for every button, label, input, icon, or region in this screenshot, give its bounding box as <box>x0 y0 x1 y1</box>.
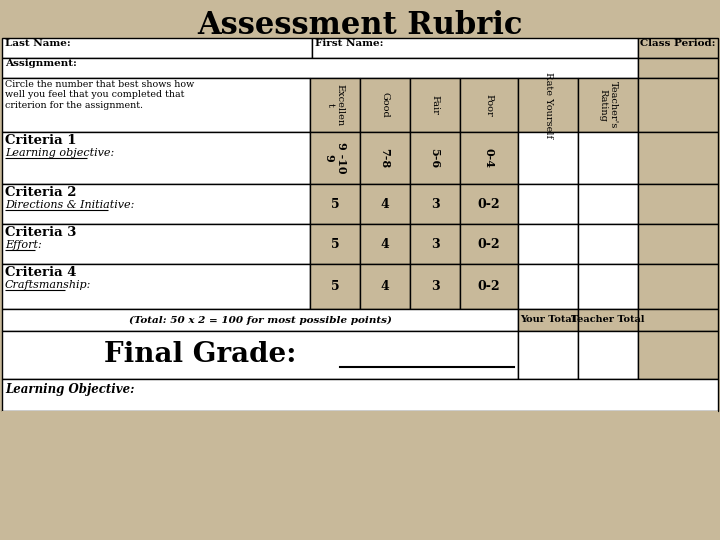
Text: Final Grade:: Final Grade: <box>104 341 296 368</box>
FancyBboxPatch shape <box>638 224 718 264</box>
FancyBboxPatch shape <box>578 224 638 264</box>
Text: Criteria 3: Criteria 3 <box>5 226 76 239</box>
FancyBboxPatch shape <box>410 132 460 184</box>
Text: Learning Objective:: Learning Objective: <box>5 383 135 396</box>
Text: 0-4: 0-4 <box>484 148 495 168</box>
Text: Fair: Fair <box>431 95 439 115</box>
FancyBboxPatch shape <box>2 379 718 411</box>
FancyBboxPatch shape <box>578 264 638 309</box>
Text: Teacher's
Rating: Teacher's Rating <box>598 82 618 129</box>
FancyBboxPatch shape <box>410 224 460 264</box>
FancyBboxPatch shape <box>2 184 310 224</box>
Text: 0-2: 0-2 <box>477 238 500 251</box>
FancyBboxPatch shape <box>578 309 638 331</box>
FancyBboxPatch shape <box>578 331 638 379</box>
FancyBboxPatch shape <box>518 184 578 224</box>
FancyBboxPatch shape <box>360 78 410 132</box>
FancyBboxPatch shape <box>578 184 638 224</box>
FancyBboxPatch shape <box>638 184 718 224</box>
Text: 5: 5 <box>330 238 339 251</box>
Text: Teacher Total: Teacher Total <box>571 315 644 325</box>
FancyBboxPatch shape <box>460 264 518 309</box>
FancyBboxPatch shape <box>460 78 518 132</box>
Text: 3: 3 <box>431 238 439 251</box>
FancyBboxPatch shape <box>518 264 578 309</box>
FancyBboxPatch shape <box>2 224 310 264</box>
FancyBboxPatch shape <box>310 224 360 264</box>
FancyBboxPatch shape <box>518 132 578 184</box>
Text: Assignment:: Assignment: <box>5 59 77 68</box>
Text: 3: 3 <box>431 280 439 293</box>
Text: Assessment Rubric: Assessment Rubric <box>197 10 523 41</box>
FancyBboxPatch shape <box>518 309 578 331</box>
FancyBboxPatch shape <box>310 132 360 184</box>
Text: Craftsmanship:: Craftsmanship: <box>5 280 91 290</box>
FancyBboxPatch shape <box>638 78 718 132</box>
Text: Last Name:: Last Name: <box>5 39 71 48</box>
FancyBboxPatch shape <box>360 224 410 264</box>
FancyBboxPatch shape <box>638 309 718 331</box>
Text: Good: Good <box>380 92 390 118</box>
FancyBboxPatch shape <box>2 264 310 309</box>
FancyBboxPatch shape <box>410 184 460 224</box>
Text: Criteria 2: Criteria 2 <box>5 186 76 199</box>
Text: 5: 5 <box>330 280 339 293</box>
FancyBboxPatch shape <box>518 331 578 379</box>
Text: 0-2: 0-2 <box>477 280 500 293</box>
FancyBboxPatch shape <box>638 38 718 58</box>
FancyBboxPatch shape <box>312 38 638 58</box>
Text: 0-2: 0-2 <box>477 198 500 211</box>
FancyBboxPatch shape <box>638 58 718 78</box>
FancyBboxPatch shape <box>2 38 312 58</box>
Text: 4: 4 <box>381 280 390 293</box>
Text: 4: 4 <box>381 238 390 251</box>
FancyBboxPatch shape <box>310 184 360 224</box>
Text: 9 -10
9: 9 -10 9 <box>323 142 347 174</box>
Text: Directions & Initiative:: Directions & Initiative: <box>5 200 135 210</box>
FancyBboxPatch shape <box>360 264 410 309</box>
FancyBboxPatch shape <box>310 78 360 132</box>
FancyBboxPatch shape <box>360 184 410 224</box>
Text: Learning objective:: Learning objective: <box>5 148 114 158</box>
Text: Criteria 4: Criteria 4 <box>5 266 76 279</box>
FancyBboxPatch shape <box>2 411 718 538</box>
FancyBboxPatch shape <box>518 78 578 132</box>
Text: (Total: 50 x 2 = 100 for most possible points): (Total: 50 x 2 = 100 for most possible p… <box>129 315 392 325</box>
FancyBboxPatch shape <box>2 78 310 132</box>
FancyBboxPatch shape <box>578 132 638 184</box>
FancyBboxPatch shape <box>2 58 638 78</box>
FancyBboxPatch shape <box>518 224 578 264</box>
FancyBboxPatch shape <box>638 331 718 379</box>
Text: Excellen
t: Excellen t <box>325 84 345 126</box>
FancyBboxPatch shape <box>360 132 410 184</box>
FancyBboxPatch shape <box>578 78 638 132</box>
FancyBboxPatch shape <box>410 264 460 309</box>
Text: Your Total: Your Total <box>521 315 576 325</box>
FancyBboxPatch shape <box>410 78 460 132</box>
Text: Rate Yourself: Rate Yourself <box>544 72 552 138</box>
Text: 7-8: 7-8 <box>379 148 390 168</box>
Text: Poor: Poor <box>485 93 493 117</box>
Text: 5-6: 5-6 <box>430 148 441 168</box>
Text: Criteria 1: Criteria 1 <box>5 134 76 147</box>
FancyBboxPatch shape <box>2 309 518 331</box>
FancyBboxPatch shape <box>460 132 518 184</box>
FancyBboxPatch shape <box>460 184 518 224</box>
Text: 5: 5 <box>330 198 339 211</box>
FancyBboxPatch shape <box>638 264 718 309</box>
FancyBboxPatch shape <box>2 132 310 184</box>
FancyBboxPatch shape <box>2 331 518 379</box>
FancyBboxPatch shape <box>310 264 360 309</box>
Text: Class Period:: Class Period: <box>640 39 716 48</box>
Text: First Name:: First Name: <box>315 39 384 48</box>
Text: Effort:: Effort: <box>5 240 42 250</box>
Text: 3: 3 <box>431 198 439 211</box>
FancyBboxPatch shape <box>460 224 518 264</box>
Text: 4: 4 <box>381 198 390 211</box>
FancyBboxPatch shape <box>638 132 718 184</box>
Text: Circle the number that best shows how
well you feel that you completed that
crit: Circle the number that best shows how we… <box>5 80 194 110</box>
